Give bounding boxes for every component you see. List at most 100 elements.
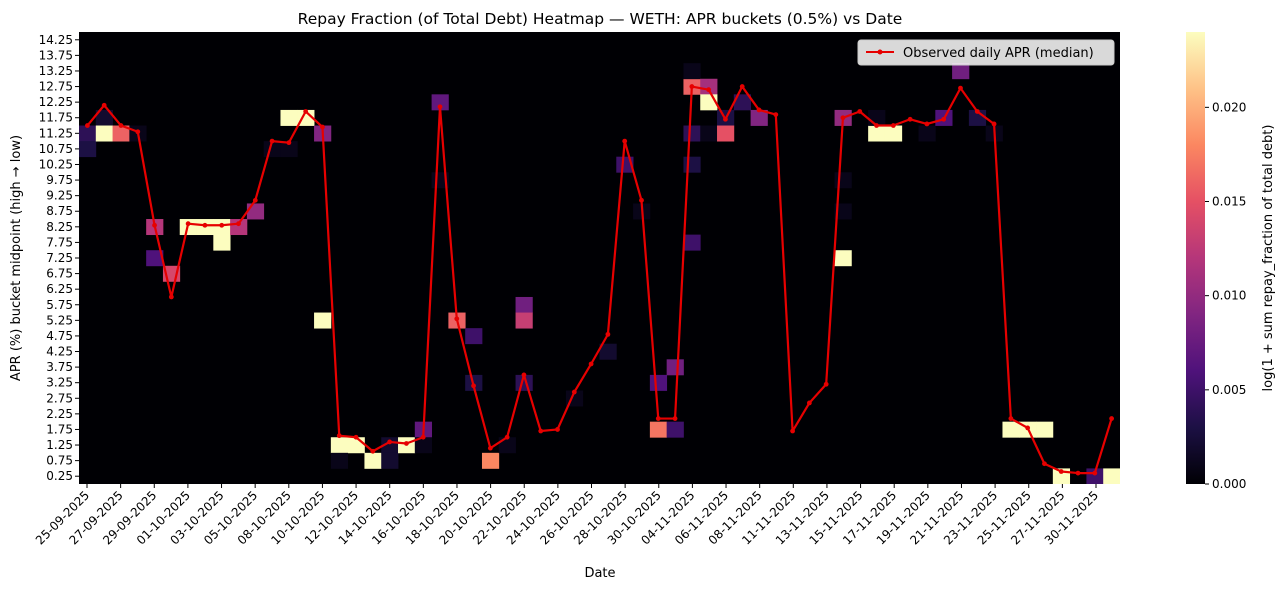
heatmap-cell <box>1103 468 1120 484</box>
y-tick-label: 6.25 <box>46 282 73 296</box>
y-tick-label: 7.75 <box>46 235 73 249</box>
median-apr-point <box>168 294 174 300</box>
y-tick-label: 12.75 <box>39 80 73 94</box>
plot-area <box>79 32 1120 484</box>
heatmap-cell <box>314 312 332 329</box>
median-apr-point <box>471 383 476 389</box>
heatmap-cell <box>1120 468 1137 484</box>
heatmap-cell <box>498 437 516 454</box>
heatmap-cell <box>112 125 130 142</box>
heatmap-cell <box>700 125 718 142</box>
heatmap-cell <box>834 203 852 220</box>
legend: Observed daily APR (median) <box>857 39 1115 66</box>
colorbar: 0.000 0.005 0.010 0.015 0.020 log(1 + sum re… <box>1186 32 1276 491</box>
median-apr-point <box>588 361 594 367</box>
colorbar-gradient <box>1186 32 1205 484</box>
median-apr-point <box>706 87 712 93</box>
heatmap-cell <box>599 343 617 360</box>
heatmap-cell <box>1120 359 1137 375</box>
y-tick-label: 8.25 <box>46 220 73 234</box>
median-apr-point <box>655 416 661 421</box>
median-apr-point <box>974 109 980 114</box>
median-apr-point <box>756 107 762 113</box>
median-apr-point <box>555 427 560 432</box>
heatmap-cell <box>834 172 852 189</box>
median-apr-point <box>622 138 628 144</box>
colorbar-label: log(1 + sum repay_fraction of total debt… <box>1261 125 1276 392</box>
heatmap-cell <box>381 452 399 469</box>
heatmap-cell <box>733 94 752 111</box>
heatmap-cell <box>246 203 265 220</box>
y-tick-label: 3.25 <box>46 376 73 390</box>
median-apr-point <box>487 445 493 451</box>
heatmap-cell <box>834 250 852 267</box>
median-apr-point <box>739 84 745 89</box>
median-apr-point <box>907 116 913 122</box>
heatmap-cell <box>515 312 533 329</box>
heatmap-cell <box>666 359 684 376</box>
median-apr-point <box>857 109 863 114</box>
heatmap-cells <box>79 63 1137 484</box>
median-apr-point <box>353 434 359 440</box>
median-apr-point <box>823 381 829 387</box>
median-apr-point <box>958 85 963 91</box>
y-tick-label: 13.75 <box>39 48 73 62</box>
y-tick-label: 11.25 <box>39 126 73 140</box>
heatmap-cell <box>1002 421 1020 438</box>
heatmap-cell <box>1036 421 1054 438</box>
heatmap-cell <box>95 109 113 126</box>
heatmap-cell <box>918 125 936 142</box>
y-tick-label: 4.75 <box>46 329 73 343</box>
y-tick-label: 13.25 <box>39 64 73 78</box>
heatmap-cell <box>146 250 164 267</box>
heatmap-cell <box>280 141 298 158</box>
heatmap-cell <box>868 125 886 142</box>
median-apr-point <box>806 400 812 406</box>
y-tick-label: 2.25 <box>46 407 73 421</box>
median-apr-point <box>118 123 124 128</box>
median-apr-point <box>404 441 409 446</box>
y-tick-label: 0.75 <box>46 454 73 468</box>
heatmap-cell <box>700 78 718 95</box>
median-apr-point <box>672 416 678 421</box>
median-apr-line-layer <box>85 84 1114 476</box>
median-apr-point <box>437 104 443 110</box>
median-apr-point <box>85 123 90 128</box>
median-apr-point <box>521 372 527 378</box>
heatmap-cell <box>649 421 668 438</box>
median-apr-point <box>1075 470 1081 476</box>
median-apr-point <box>1042 461 1047 467</box>
heatmap-cell <box>952 63 970 80</box>
colorbar-tick-label: 0.000 <box>1212 477 1246 491</box>
y-tick-label: 10.25 <box>39 157 73 171</box>
heatmap-cell <box>431 94 449 111</box>
median-apr-point <box>135 129 141 135</box>
median-apr-point <box>454 316 460 322</box>
heatmap-cell <box>364 452 382 469</box>
median-apr-point <box>387 439 393 445</box>
legend-box <box>857 39 1115 66</box>
median-apr-point <box>874 123 879 128</box>
heatmap-cell <box>330 437 349 454</box>
median-apr-point <box>286 140 292 146</box>
y-tick-label: 6.75 <box>46 267 73 281</box>
y-tick-label: 1.25 <box>46 438 73 452</box>
y-tick-label: 2.75 <box>46 391 73 405</box>
chart-title: Repay Fraction (of Total Debt) Heatmap —… <box>298 10 903 28</box>
median-apr-point <box>991 121 997 127</box>
y-tick-label: 9.25 <box>46 189 73 203</box>
heatmap-cell <box>297 109 315 126</box>
heatmap-cell <box>347 437 365 454</box>
median-apr-point <box>185 221 191 227</box>
median-apr-point <box>790 428 795 434</box>
heatmap-cell <box>95 125 113 142</box>
x-axis: 25-09-202527-09-202529-09-202501-10-2025… <box>33 484 1101 547</box>
median-apr-point <box>370 448 376 454</box>
median-apr-point <box>504 434 510 440</box>
heatmap-cell <box>414 437 432 454</box>
median-apr-point <box>303 109 309 114</box>
y-tick-label: 4.25 <box>46 345 73 359</box>
y-tick-label: 8.75 <box>46 204 73 218</box>
